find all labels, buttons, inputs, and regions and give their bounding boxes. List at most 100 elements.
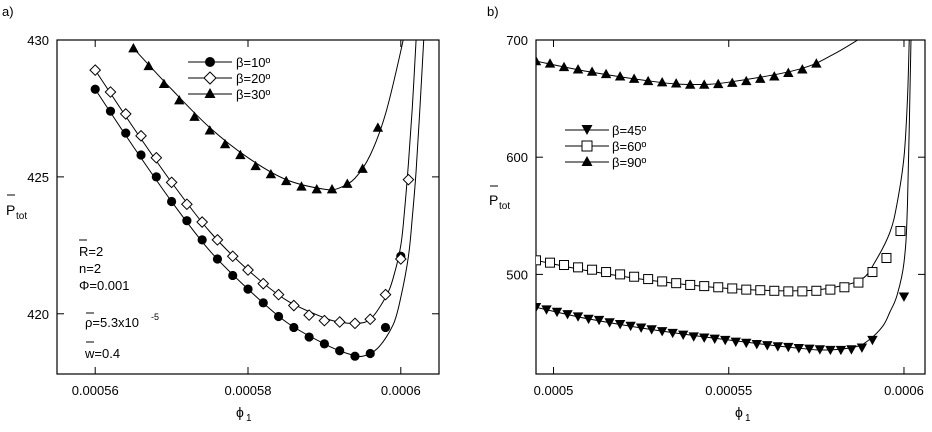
panel-a-legend: β=10º β=20º β=30º <box>188 55 271 102</box>
legend-item-beta-45: β=45º <box>565 123 647 138</box>
data-point <box>614 71 626 81</box>
legend-label: β=20º <box>236 71 271 86</box>
data-point <box>804 344 815 355</box>
data-point <box>656 76 668 87</box>
legend-item-beta-10: β=10º <box>188 55 271 70</box>
data-point <box>372 122 384 132</box>
data-point <box>119 108 132 120</box>
panel-a-xlabel: ϕ 1 <box>236 404 252 424</box>
legend-label: β=30º <box>236 87 271 102</box>
data-point <box>536 255 541 266</box>
data-point <box>273 311 284 322</box>
y-tick-label: 700 <box>506 33 528 48</box>
annotation-rho-exponent: -5 <box>151 312 159 322</box>
data-point <box>835 345 847 356</box>
data-point <box>593 315 605 326</box>
data-point <box>811 285 822 296</box>
data-point <box>296 181 307 191</box>
panel-b-axes: 0.0005 0.00055 0.0006 500 600 700 <box>506 33 925 398</box>
data-point <box>751 339 762 350</box>
data-point <box>797 286 808 297</box>
legend-marker-filled-triangle-up <box>204 88 216 98</box>
data-point <box>545 257 556 268</box>
panel-b: b) 0.0005 0.00055 0.0006 500 600 700 P tot ϕ … <box>487 4 926 424</box>
data-point <box>573 262 584 273</box>
data-point <box>755 73 766 83</box>
data-point <box>197 235 207 245</box>
data-point <box>625 321 636 332</box>
data-point <box>867 335 878 346</box>
data-point <box>333 316 346 328</box>
data-point <box>250 160 261 171</box>
data-point <box>670 78 682 88</box>
annotation-n: n=2 <box>79 261 101 276</box>
data-point <box>143 60 154 71</box>
legend-label: β=90º <box>612 155 647 170</box>
series-1 <box>89 40 417 330</box>
data-point <box>699 333 710 343</box>
legend-marker-filled-triangle-down <box>581 125 593 135</box>
data-point <box>304 332 314 342</box>
data-point <box>265 168 277 179</box>
panel-a-axes: 0.00056 0.00058 0.0006 420 425 430 <box>27 33 439 398</box>
data-point <box>380 322 391 333</box>
annotation-rho: ρ=5.3x10 <box>85 315 139 330</box>
panel-b-ylabel-sub: tot <box>499 201 510 212</box>
panel-b-ylabel: P tot <box>489 185 510 212</box>
x-tick-label: 0.00058 <box>225 383 272 398</box>
data-point <box>151 172 161 182</box>
data-point <box>720 335 731 346</box>
series-0 <box>90 40 425 361</box>
data-point <box>394 253 407 265</box>
data-point <box>342 178 353 188</box>
data-point <box>643 274 654 285</box>
panel-a-annotations: R=2 n=2 Φ=0.001 ρ=5.3x10 -5 w=0.4 <box>79 239 159 361</box>
y-tick-label: 600 <box>506 150 528 165</box>
data-point <box>189 111 200 121</box>
series-line <box>133 40 404 191</box>
data-point <box>671 278 682 289</box>
data-point <box>762 341 773 351</box>
data-point <box>287 299 300 312</box>
data-point <box>677 330 689 340</box>
data-point <box>727 77 738 87</box>
legend-label: β=45º <box>612 123 647 138</box>
data-point <box>601 267 612 278</box>
data-point <box>727 283 738 294</box>
panel-b-xlabel-sub: 1 <box>745 413 751 424</box>
data-point <box>281 175 292 186</box>
data-point <box>219 138 231 149</box>
x-tick-label: 0.0006 <box>381 383 421 398</box>
data-point <box>319 339 329 349</box>
panel-a-ylabel-text: P <box>6 202 15 218</box>
legend-marker-filled-triangle-up <box>581 156 593 166</box>
legend-marker-open-diamond <box>203 71 217 85</box>
data-point <box>572 64 584 74</box>
panel-b-xlabel: ϕ 1 <box>735 404 751 424</box>
annotation-phi: Φ=0.001 <box>79 278 130 293</box>
data-point <box>783 286 794 297</box>
panel-a-xlabel-sub: 1 <box>246 413 252 424</box>
panel-b-legend: β=45º β=60º β=90º <box>565 123 647 170</box>
data-point <box>811 58 822 68</box>
data-point <box>814 345 826 355</box>
data-point <box>772 342 784 352</box>
panel-a-ylabel-sub: tot <box>16 211 27 222</box>
data-point <box>541 305 552 315</box>
data-point <box>783 342 794 353</box>
data-point <box>741 284 752 295</box>
x-tick-label: 0.0006 <box>884 383 924 398</box>
x-tick-label: 0.00056 <box>72 383 119 398</box>
data-point <box>559 260 570 271</box>
data-point <box>628 73 640 83</box>
data-point <box>825 345 836 356</box>
data-point <box>272 288 285 301</box>
data-point <box>846 345 857 355</box>
data-point <box>730 337 741 347</box>
data-point <box>797 64 808 74</box>
data-point <box>158 78 170 88</box>
data-point <box>709 334 720 345</box>
legend-item-beta-90: β=90º <box>565 155 647 170</box>
data-point <box>646 325 657 335</box>
